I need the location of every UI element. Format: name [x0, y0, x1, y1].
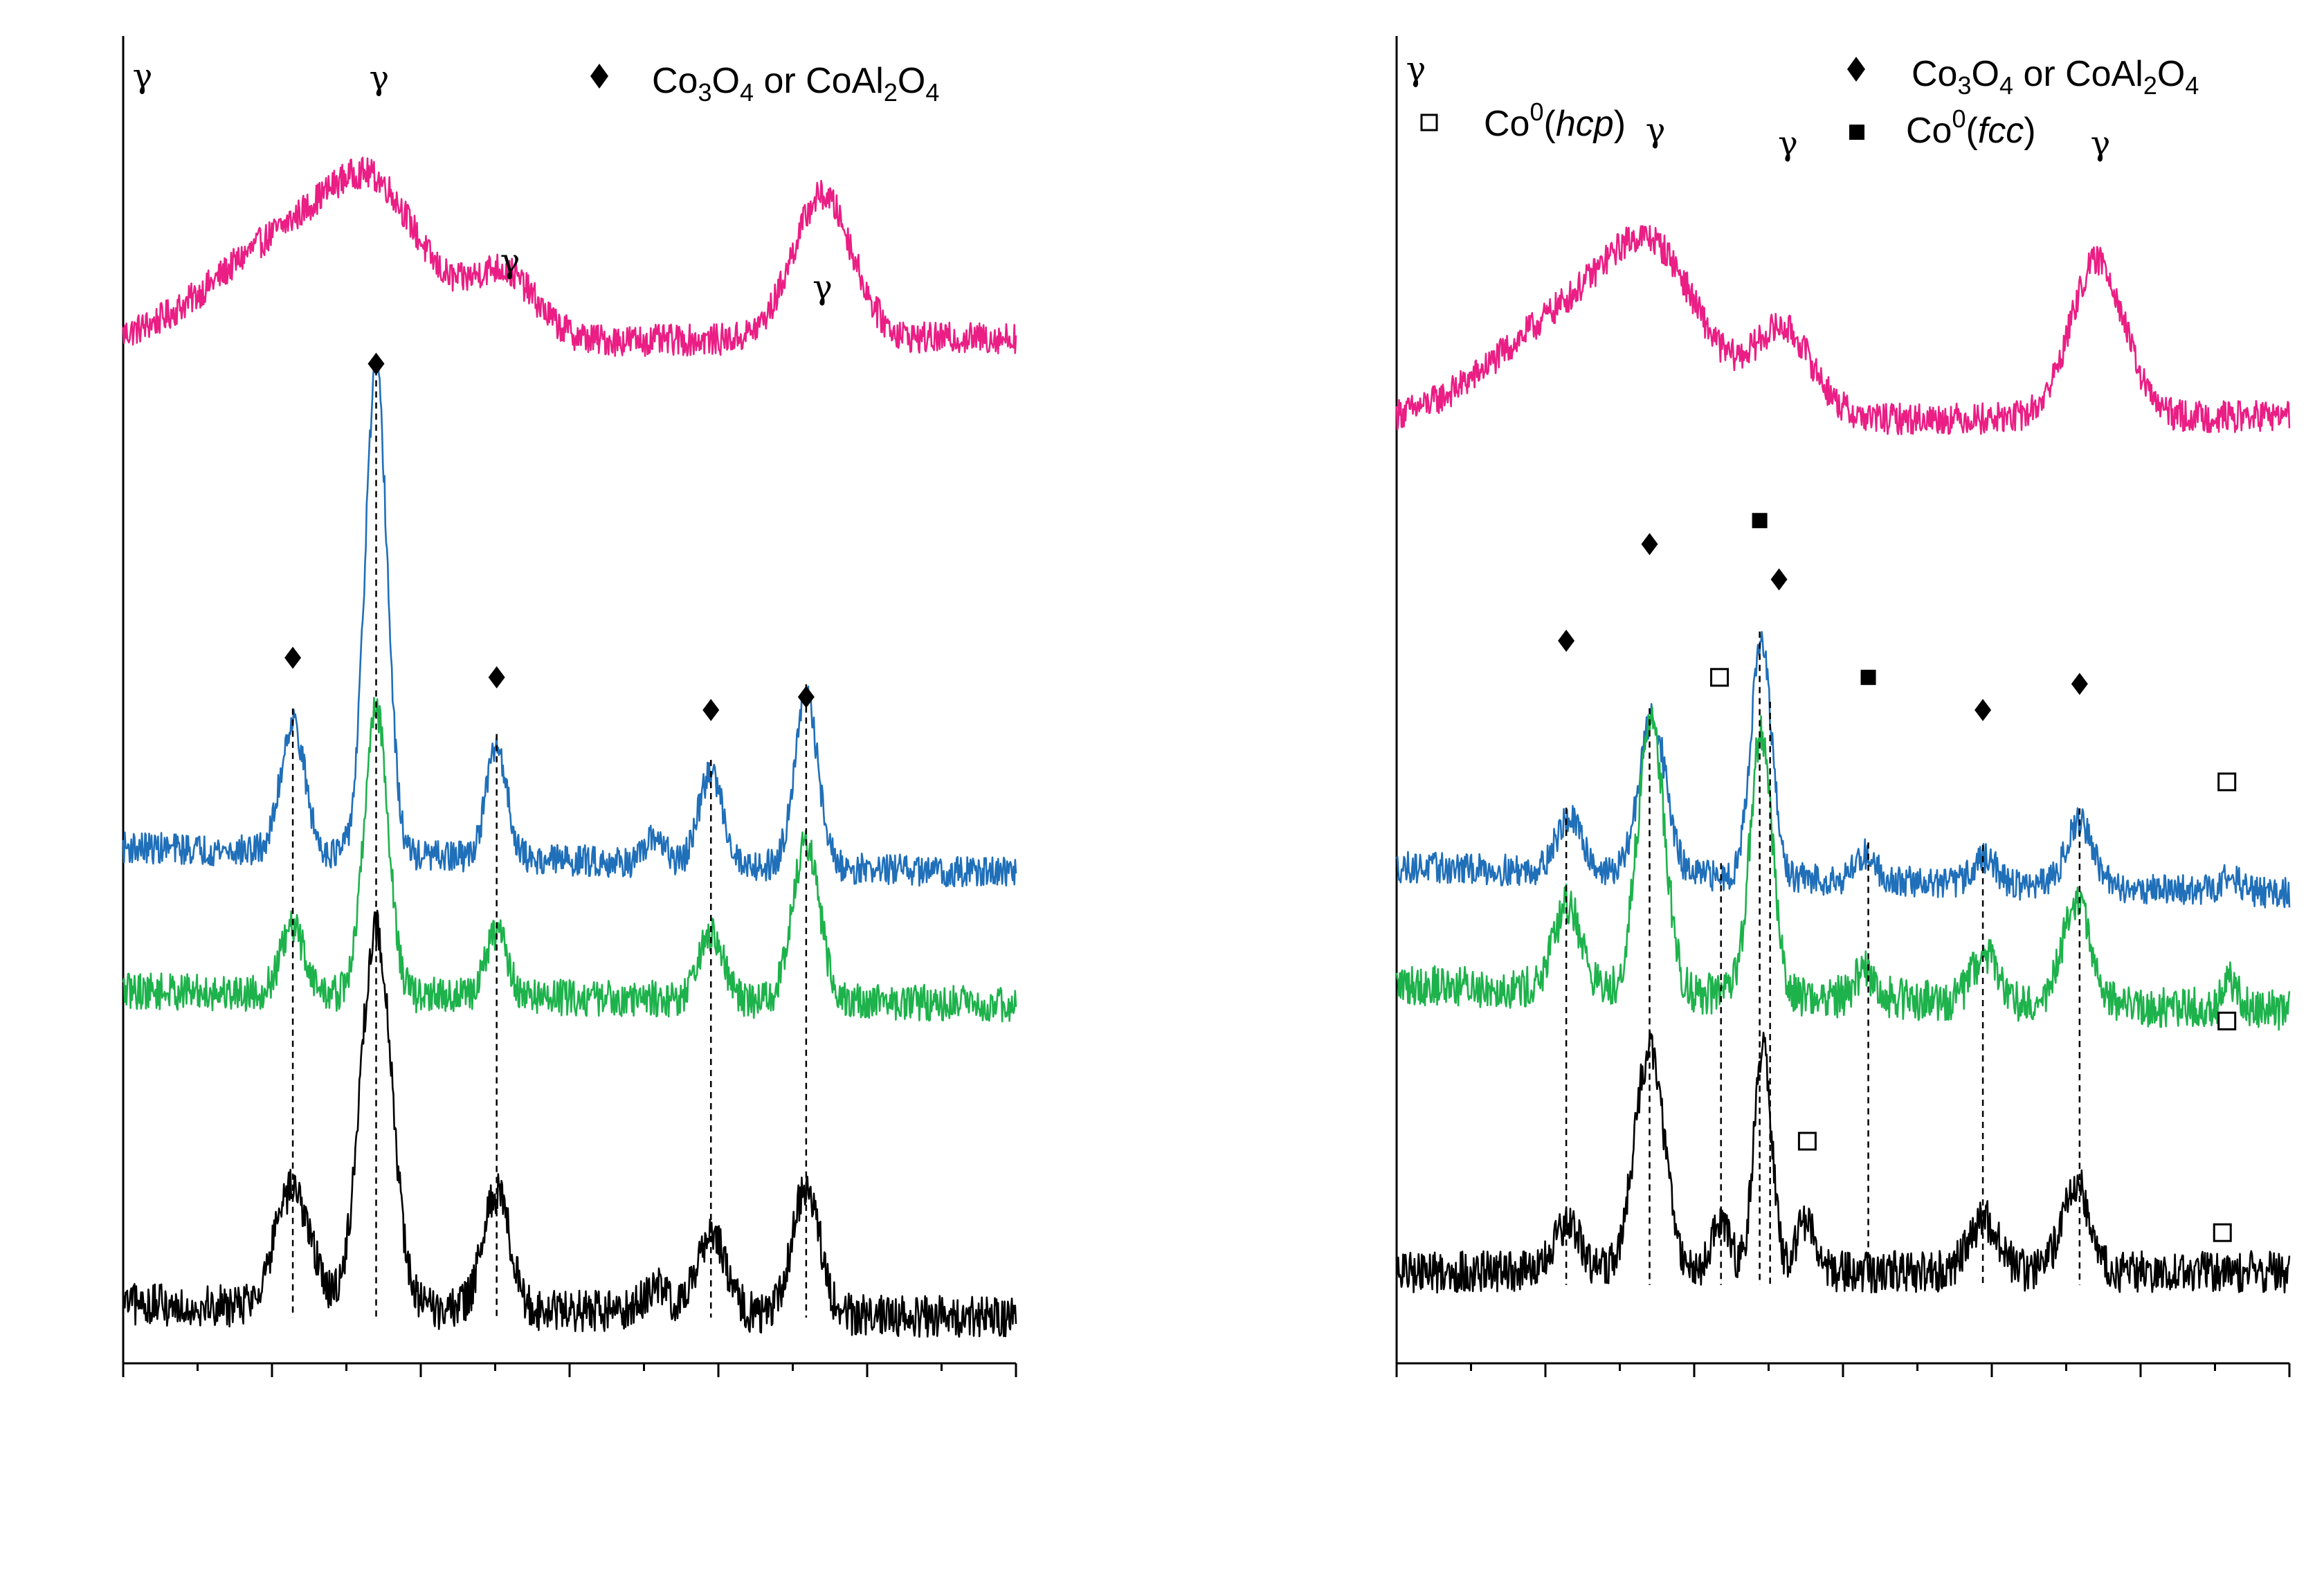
gamma-marker: γ [1646, 111, 1666, 150]
legend-text-part: hcp [1556, 104, 1614, 144]
legend-text-part: 2 [2143, 71, 2157, 100]
gamma-marker: γ [2091, 125, 2111, 163]
series-line-0-3pt-coal [122, 697, 1017, 1023]
legend-diamond [590, 64, 608, 89]
gamma-marker: γ [813, 268, 833, 307]
legend-text-part: 4 [2185, 71, 2199, 100]
legend-text-part: 4 [925, 78, 939, 107]
open-square-marker [1710, 668, 1730, 687]
diamond-marker [1641, 533, 1658, 556]
legend-label: Co0(fcc) [1906, 104, 2036, 151]
diamond-marker [488, 666, 505, 689]
open-square-marker [2217, 772, 2237, 792]
legend-text-part: fcc [1978, 111, 2024, 151]
series-line-coal [1395, 1030, 2291, 1294]
diamond-marker [2071, 673, 2088, 695]
legend-text-part: O [1972, 54, 1999, 94]
legend-gamma-symbol: γ [133, 57, 153, 96]
legend-text-part: or CoAl [2013, 54, 2143, 94]
gamma-marker: γ [500, 242, 520, 281]
diamond-marker [797, 686, 815, 709]
legend-text-part: or CoAl [754, 61, 884, 101]
legend-text-part: Co [1912, 54, 1957, 94]
legend-text-part: 3 [698, 78, 711, 107]
legend-text-part: Co [1906, 111, 1952, 151]
legend-text-part: 0 [1952, 104, 1966, 133]
series-line-coal [122, 909, 1017, 1338]
filled-square-marker [1860, 669, 1876, 685]
diamond-marker [367, 352, 385, 375]
legend-label: Co3O4 or CoAl2O4 [652, 61, 939, 107]
legend-text-part: ) [2024, 111, 2035, 151]
legend-open-square [1420, 113, 1438, 131]
legend-text-part: 2 [884, 78, 898, 107]
legend-label: Co3O4 or CoAl2O4 [1912, 54, 2199, 100]
gamma-marker: γ [1778, 125, 1798, 163]
series-line-0-3pt-al [122, 156, 1017, 357]
filled-square-marker [1752, 513, 1768, 529]
legend-text-part: Co [1484, 104, 1529, 144]
gamma-marker: γ [369, 59, 389, 98]
legend-text-part: O [712, 61, 740, 101]
legend-filled-square [1849, 125, 1864, 140]
open-square-marker [2217, 1011, 2237, 1030]
legend-label: Co0(hcp) [1484, 98, 1626, 144]
legend-text-part: 0 [1529, 98, 1543, 126]
legend-text-part: 3 [1957, 71, 1971, 100]
legend-text-part: ( [1544, 104, 1556, 144]
legend-text-part: O [2157, 54, 2185, 94]
diamond-marker [1558, 629, 1575, 652]
legend-text-part: O [898, 61, 925, 101]
legend-text-part: ( [1966, 111, 1979, 151]
diamond-marker [1975, 699, 1992, 721]
diamond-marker [284, 646, 302, 669]
legend-gamma-symbol: γ [1406, 50, 1426, 89]
series-line-0-3pt-coal [1395, 706, 2291, 1031]
open-square-marker [2213, 1223, 2232, 1242]
diamond-marker [702, 699, 720, 721]
open-square-marker [1797, 1131, 1817, 1151]
series-line-1pt-coal [1395, 630, 2291, 909]
legend-text-part: ) [1614, 104, 1626, 144]
legend-text-part: 4 [1999, 71, 2013, 100]
series-line-0-3pt-al [1395, 225, 2291, 435]
legend-text-part: 4 [740, 78, 754, 107]
series-line-1pt-coal [122, 361, 1017, 888]
legend-text-part: Co [652, 61, 698, 101]
diamond-marker [1770, 568, 1788, 591]
legend-diamond [1847, 57, 1865, 82]
